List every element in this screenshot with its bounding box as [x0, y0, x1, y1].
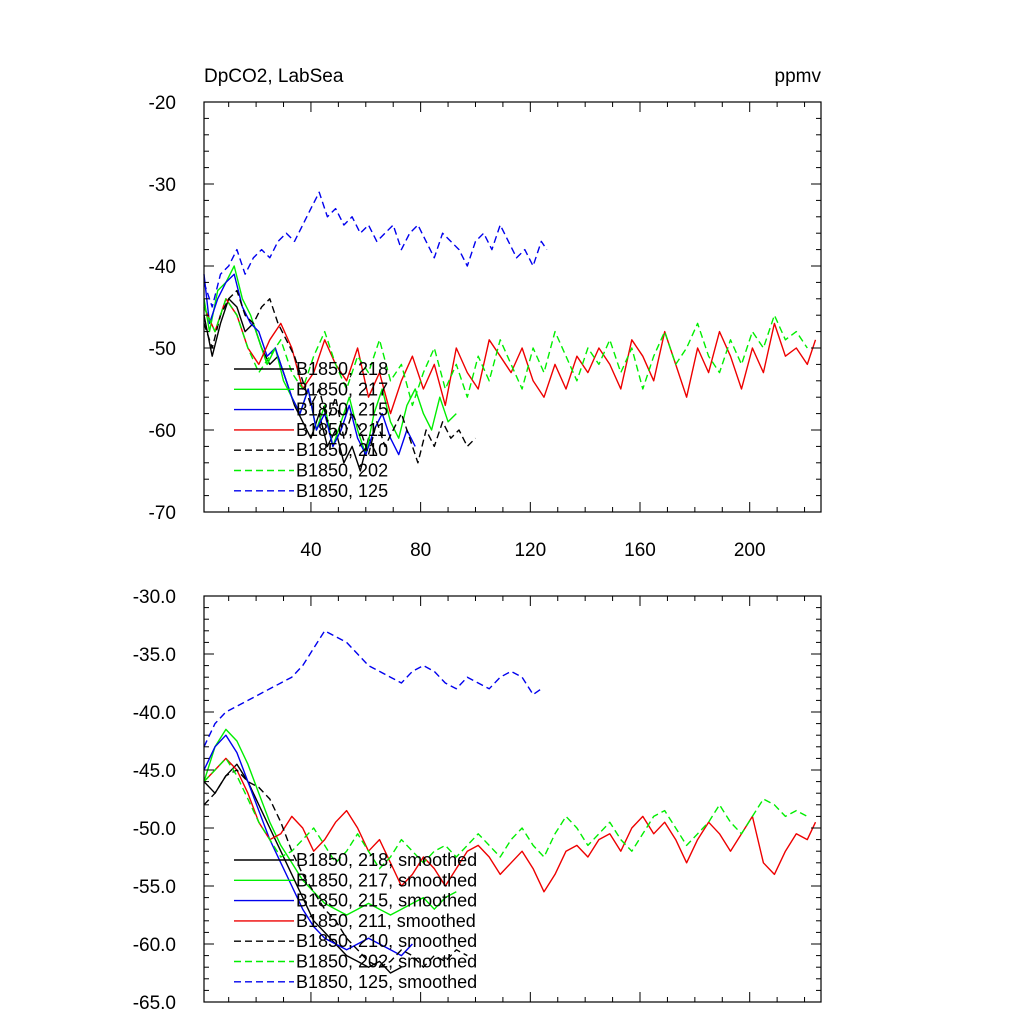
bottom-series-line-5: [203, 757, 808, 870]
bottom-ytick-label-5: -40.0: [133, 703, 176, 724]
top-ytick-label-3: -40: [149, 257, 176, 278]
bottom-plot-frame: [203, 595, 822, 1003]
bottom-legend-label-3: B1850, 211, smoothed: [296, 911, 476, 931]
top-xtick-label-1: 80: [410, 540, 431, 561]
top-ytick-label-4: -30: [149, 175, 176, 196]
top-panel-units: ppmv: [775, 66, 822, 87]
bottom-legend-label-1: B1850, 217, smoothed: [296, 870, 477, 890]
top-legend-label-5: B1850, 202: [296, 461, 388, 481]
bottom-series-line-6: [203, 630, 542, 748]
bottom-panel-axes: -65.0 -60.0 -55.0 -50.0 -45.0 -40.0 -35.0 -30.0: [133, 587, 822, 1014]
top-legend-label-1: B1850, 217: [296, 379, 388, 399]
bottom-legend-label-5: B1850, 202, smoothed: [296, 952, 477, 972]
top-series-line-6: [203, 191, 548, 308]
top-series-line-4: [203, 289, 476, 464]
bottom-ytick-label-1: -60.0: [133, 935, 176, 956]
bottom-series-line-1: [203, 728, 457, 916]
bottom-ytick-label-7: -30.0: [133, 587, 176, 608]
top-panel-axes: -70 -60 -50 -40 -30 -20 40 80 120 160 200: [149, 93, 822, 561]
bottom-ytick-label-0: -65.0: [133, 993, 176, 1014]
top-series-line-1: [203, 265, 457, 456]
top-legend-label-0: B1850, 218: [296, 359, 388, 379]
top-ytick-label-2: -50: [149, 339, 176, 360]
top-series-line-2: [203, 273, 416, 456]
bottom-legend-label-0: B1850, 218, smoothed: [296, 850, 477, 870]
bottom-series-line-2: [203, 734, 413, 957]
top-panel: DpCO2, LabSea ppmv -70 -60 -50 -40 -30 -20 40 8…: [149, 66, 822, 561]
bottom-legend-label-6: B1850, 125, smoothed: [296, 972, 477, 992]
bottom-panel-series: [203, 630, 817, 974]
bottom-panel: -65.0 -60.0 -55.0 -50.0 -45.0 -40.0 -35.0 -30.0…: [133, 587, 822, 1014]
top-legend-label-2: B1850, 215: [296, 400, 388, 420]
top-ytick-label-5: -20: [149, 93, 176, 114]
bottom-ytick-label-2: -55.0: [133, 877, 176, 898]
top-plot-frame: [203, 101, 822, 513]
top-xtick-label-0: 40: [300, 540, 321, 561]
top-series-line-5: [203, 298, 808, 407]
top-legend-label-3: B1850, 211: [296, 420, 387, 440]
top-ytick-label-0: -70: [149, 503, 176, 524]
bottom-legend-label-4: B1850, 210, smoothed: [296, 931, 477, 951]
top-xtick-label-4: 200: [734, 540, 766, 561]
top-xtick-label-3: 160: [624, 540, 656, 561]
bottom-series-line-0: [203, 763, 402, 974]
bottom-ytick-label-6: -35.0: [133, 645, 176, 666]
bottom-ytick-label-3: -50.0: [133, 819, 176, 840]
top-legend-label-4: B1850, 210: [296, 440, 388, 460]
bottom-legend-label-2: B1850, 215, smoothed: [296, 891, 477, 911]
bottom-series-line-4: [203, 769, 468, 968]
top-xtick-label-2: 120: [514, 540, 546, 561]
top-legend-label-6: B1850, 125: [296, 481, 388, 501]
top-panel-series: [203, 191, 817, 472]
top-ytick-label-1: -60: [149, 421, 176, 442]
bottom-ytick-label-4: -45.0: [133, 761, 176, 782]
top-panel-title: DpCO2, LabSea: [204, 66, 344, 87]
top-series-line-3: [203, 298, 817, 415]
